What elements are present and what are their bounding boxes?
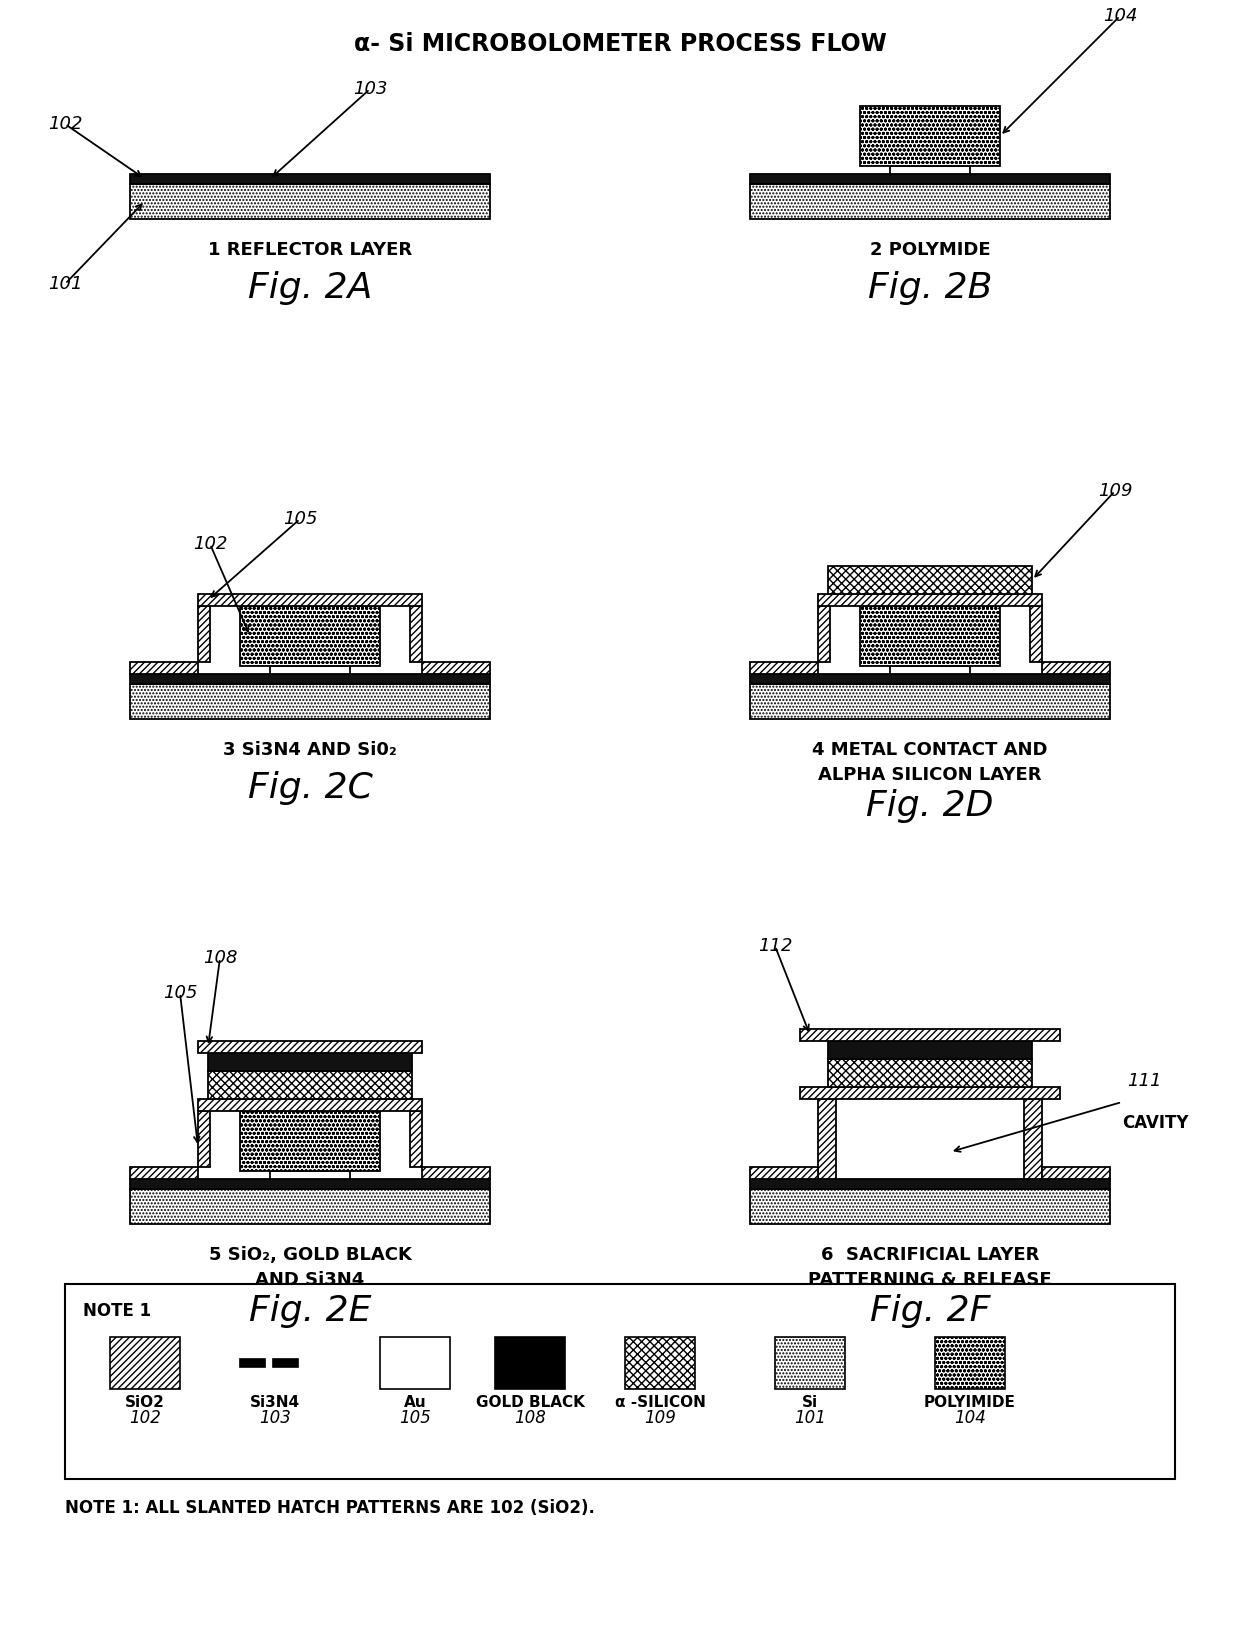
Text: NOTE 1: NOTE 1 <box>83 1302 151 1320</box>
Text: 109: 109 <box>1097 482 1132 500</box>
Text: 102: 102 <box>129 1409 161 1427</box>
Text: Fig. 2C: Fig. 2C <box>248 771 372 806</box>
Bar <box>775 1337 844 1389</box>
Text: 105: 105 <box>399 1409 432 1427</box>
Text: α -SILICON: α -SILICON <box>615 1396 706 1411</box>
Text: 5 SiO₂, GOLD BLACK
AND Si3N4: 5 SiO₂, GOLD BLACK AND Si3N4 <box>208 1246 412 1289</box>
Text: 3 Si3N4 AND Si0₂: 3 Si3N4 AND Si0₂ <box>223 741 397 760</box>
Bar <box>750 1189 1110 1225</box>
Bar <box>198 593 422 607</box>
Text: 108: 108 <box>515 1409 546 1427</box>
Text: POLYIMIDE: POLYIMIDE <box>924 1396 1016 1411</box>
Bar <box>818 1098 836 1179</box>
Bar <box>495 1337 565 1389</box>
Text: 2 POLYMIDE: 2 POLYMIDE <box>869 242 991 260</box>
Text: Si3N4: Si3N4 <box>250 1396 300 1411</box>
Text: 103: 103 <box>259 1409 291 1427</box>
Text: 111: 111 <box>1127 1072 1162 1090</box>
Bar <box>750 184 1110 219</box>
Text: Si: Si <box>802 1396 818 1411</box>
Bar <box>241 1111 379 1171</box>
Bar <box>750 1167 818 1179</box>
Text: SiO2: SiO2 <box>125 1396 165 1411</box>
Text: 105: 105 <box>283 510 317 528</box>
Bar <box>890 166 970 174</box>
Bar <box>241 607 379 666</box>
Bar <box>750 674 1110 684</box>
Text: 112: 112 <box>758 937 792 955</box>
Bar <box>750 684 1110 718</box>
Bar <box>828 566 1032 593</box>
Bar <box>818 607 830 663</box>
Text: 103: 103 <box>352 81 387 99</box>
Bar <box>828 1059 1032 1087</box>
Text: Fig. 2A: Fig. 2A <box>248 271 372 306</box>
Text: 102: 102 <box>192 534 227 552</box>
Text: CAVITY: CAVITY <box>1122 1115 1188 1133</box>
Bar <box>750 663 818 674</box>
Text: 104: 104 <box>954 1409 986 1427</box>
Bar <box>198 1111 210 1167</box>
Text: α- Si MICROBOLOMETER PROCESS FLOW: α- Si MICROBOLOMETER PROCESS FLOW <box>353 31 887 56</box>
Bar <box>270 1171 350 1179</box>
Text: Au: Au <box>404 1396 427 1411</box>
Bar <box>198 607 210 663</box>
Bar <box>422 663 490 674</box>
Text: 6  SACRIFICIAL LAYER
PATTERNING & RELEASE: 6 SACRIFICIAL LAYER PATTERNING & RELEASE <box>808 1246 1052 1289</box>
Bar <box>800 1087 1060 1098</box>
Bar <box>935 1337 1004 1389</box>
Bar <box>861 607 999 666</box>
Bar <box>130 674 490 684</box>
Bar <box>270 666 350 674</box>
Bar <box>861 105 999 166</box>
Bar <box>130 174 490 184</box>
Text: 104: 104 <box>1102 7 1137 25</box>
Bar <box>64 1284 1176 1480</box>
Text: NOTE 1: ALL SLANTED HATCH PATTERNS ARE 102 (SiO2).: NOTE 1: ALL SLANTED HATCH PATTERNS ARE 1… <box>64 1499 595 1517</box>
Text: GOLD BLACK: GOLD BLACK <box>476 1396 584 1411</box>
Bar <box>198 1098 422 1111</box>
Bar <box>800 1029 1060 1041</box>
Text: 101: 101 <box>48 275 82 293</box>
Bar <box>198 1041 422 1054</box>
Text: Fig. 2B: Fig. 2B <box>868 271 992 306</box>
Bar <box>422 1167 490 1179</box>
Text: 109: 109 <box>644 1409 676 1427</box>
Bar <box>130 1167 198 1179</box>
Bar <box>208 1054 412 1070</box>
Bar <box>130 663 198 674</box>
Text: Fig. 2F: Fig. 2F <box>869 1294 991 1328</box>
Bar <box>750 1179 1110 1189</box>
Text: 1 REFLECTOR LAYER: 1 REFLECTOR LAYER <box>208 242 412 260</box>
Bar <box>130 684 490 718</box>
Text: 102: 102 <box>48 115 82 133</box>
Bar <box>1042 1167 1110 1179</box>
Bar <box>379 1337 450 1389</box>
Bar <box>241 1360 265 1368</box>
Text: Fig. 2D: Fig. 2D <box>867 789 993 824</box>
Bar <box>818 593 1042 607</box>
Bar <box>1042 663 1110 674</box>
Bar <box>625 1337 694 1389</box>
Bar <box>130 1179 490 1189</box>
Text: 101: 101 <box>794 1409 826 1427</box>
Bar <box>410 607 422 663</box>
Bar <box>273 1360 298 1368</box>
Bar <box>208 1070 412 1098</box>
Bar <box>890 666 970 674</box>
Bar <box>1030 607 1042 663</box>
Bar <box>1024 1098 1042 1179</box>
Bar <box>410 1111 422 1167</box>
Bar <box>130 1189 490 1225</box>
Bar <box>110 1337 180 1389</box>
Bar <box>130 184 490 219</box>
Text: 105: 105 <box>162 985 197 1001</box>
Bar <box>750 174 1110 184</box>
Text: Fig. 2E: Fig. 2E <box>249 1294 371 1328</box>
Text: 108: 108 <box>203 949 237 967</box>
Text: 4 METAL CONTACT AND
ALPHA SILICON LAYER: 4 METAL CONTACT AND ALPHA SILICON LAYER <box>812 741 1048 784</box>
Bar <box>828 1041 1032 1059</box>
